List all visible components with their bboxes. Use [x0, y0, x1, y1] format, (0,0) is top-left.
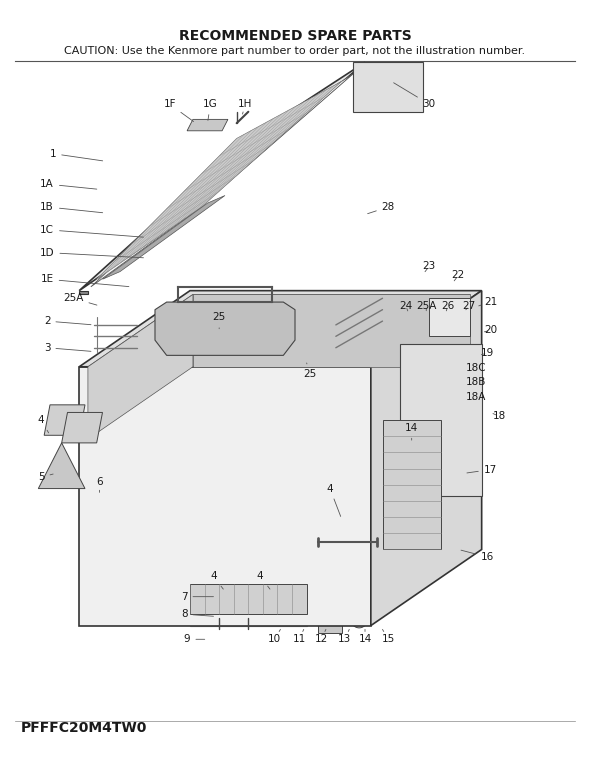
Circle shape: [438, 401, 455, 424]
Text: 15: 15: [382, 630, 395, 644]
Polygon shape: [382, 420, 441, 549]
Text: 19: 19: [481, 348, 494, 358]
Polygon shape: [38, 443, 85, 488]
Text: 14: 14: [358, 630, 372, 644]
Text: 18B: 18B: [466, 377, 486, 387]
Bar: [319, 591, 342, 633]
Polygon shape: [190, 584, 307, 614]
Circle shape: [430, 391, 463, 434]
Text: 18A: 18A: [466, 392, 486, 402]
Text: 1D: 1D: [40, 248, 143, 257]
Polygon shape: [88, 294, 193, 439]
Text: 25A: 25A: [63, 293, 97, 305]
Text: RECOMMENDED SPARE PARTS: RECOMMENDED SPARE PARTS: [179, 28, 411, 43]
Polygon shape: [155, 302, 295, 355]
Text: 25A: 25A: [416, 301, 437, 311]
Circle shape: [218, 350, 232, 368]
Text: 25: 25: [303, 363, 316, 380]
Text: 1B: 1B: [40, 202, 103, 212]
Text: 8: 8: [181, 609, 214, 619]
Text: 1C: 1C: [40, 225, 143, 237]
Circle shape: [95, 490, 104, 502]
Text: 20: 20: [484, 325, 497, 335]
Text: 18: 18: [493, 411, 506, 421]
Text: 1: 1: [50, 149, 103, 161]
Text: 13: 13: [338, 630, 351, 644]
Polygon shape: [429, 298, 470, 336]
Text: PFFFC20M4TW0: PFFFC20M4TW0: [21, 721, 147, 736]
Text: 22: 22: [452, 270, 465, 281]
Text: 3: 3: [44, 343, 91, 353]
Polygon shape: [79, 290, 481, 367]
Polygon shape: [371, 290, 481, 626]
Polygon shape: [79, 367, 371, 626]
Circle shape: [349, 601, 370, 628]
Text: 17: 17: [467, 465, 497, 474]
Text: 16: 16: [461, 550, 494, 562]
Text: 18C: 18C: [466, 364, 486, 374]
Text: 1A: 1A: [40, 179, 97, 189]
Text: 30: 30: [394, 83, 436, 109]
Text: 7: 7: [181, 591, 214, 602]
Text: 28: 28: [368, 202, 395, 214]
Polygon shape: [187, 119, 228, 131]
Text: 9: 9: [183, 634, 205, 644]
Text: 1F: 1F: [163, 99, 194, 121]
Text: 5: 5: [38, 472, 53, 482]
Text: 4: 4: [257, 571, 270, 589]
Polygon shape: [79, 290, 88, 294]
Text: 12: 12: [314, 630, 328, 644]
Polygon shape: [44, 405, 85, 435]
Polygon shape: [79, 63, 365, 290]
Text: 4: 4: [327, 484, 340, 516]
Polygon shape: [353, 63, 424, 112]
Text: 14: 14: [405, 422, 418, 440]
Text: 6: 6: [96, 478, 103, 492]
Text: 4: 4: [38, 415, 48, 433]
Text: 23: 23: [422, 261, 436, 272]
Polygon shape: [103, 196, 225, 279]
Text: 2: 2: [44, 316, 91, 326]
Text: 1E: 1E: [41, 274, 129, 286]
Polygon shape: [91, 73, 353, 286]
Polygon shape: [62, 413, 103, 443]
Text: 25: 25: [212, 312, 226, 329]
Text: 4: 4: [210, 571, 223, 589]
Text: CAUTION: Use the Kenmore part number to order part, not the illustration number.: CAUTION: Use the Kenmore part number to …: [64, 46, 526, 56]
Text: 21: 21: [478, 297, 497, 307]
Polygon shape: [88, 294, 470, 367]
Text: 24: 24: [399, 301, 412, 311]
Text: 11: 11: [293, 630, 306, 644]
Polygon shape: [193, 294, 470, 367]
Polygon shape: [400, 344, 481, 496]
Text: 27: 27: [462, 301, 476, 311]
Polygon shape: [97, 81, 342, 279]
Text: 26: 26: [441, 301, 454, 311]
Text: 10: 10: [268, 630, 281, 644]
Text: 1G: 1G: [203, 99, 218, 121]
Text: 1H: 1H: [238, 99, 253, 114]
